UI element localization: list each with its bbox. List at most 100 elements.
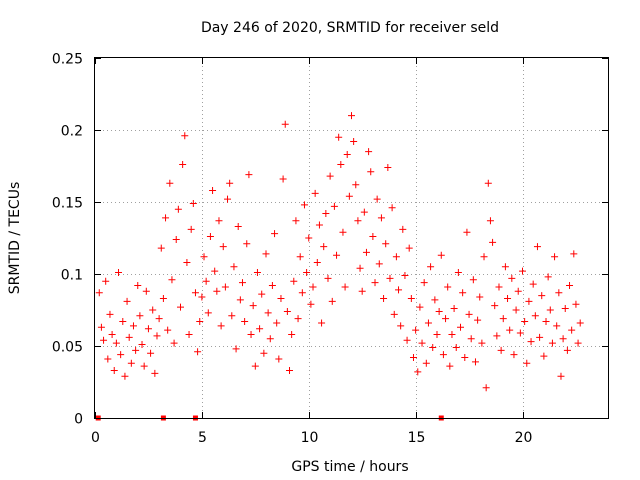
data-point: [283, 307, 291, 315]
data-point: [102, 277, 110, 285]
data-point: [138, 341, 146, 349]
data-point: [194, 348, 202, 356]
data-point: [294, 315, 302, 323]
data-point: [324, 274, 332, 282]
data-point: [519, 267, 526, 275]
data-point: [574, 339, 582, 347]
data-point: [125, 333, 133, 341]
x-tick-label: 20: [515, 430, 533, 446]
data-point: [527, 338, 535, 346]
data-point: [136, 312, 144, 320]
data-point: [129, 322, 137, 330]
data-point: [333, 251, 341, 259]
data-point: [525, 297, 533, 305]
data-point: [544, 273, 552, 281]
data-point: [403, 336, 411, 344]
data-point: [478, 339, 486, 347]
data-point: [433, 330, 441, 338]
data-point: [409, 354, 417, 362]
data-point: [243, 240, 251, 248]
data-point: [326, 172, 334, 180]
data-point: [177, 303, 184, 311]
data-point: [407, 294, 415, 302]
data-point: [179, 161, 187, 169]
data-point: [439, 351, 447, 359]
data-point: [166, 179, 174, 187]
data-point: [121, 372, 129, 380]
data-point: [215, 217, 223, 225]
data-point: [142, 287, 150, 295]
data-point: [540, 352, 548, 360]
data-point: [557, 372, 565, 380]
data-point: [499, 315, 507, 323]
data-point: [570, 250, 578, 258]
data-point: [454, 269, 462, 277]
data-point: [523, 359, 531, 367]
data-point: [452, 343, 460, 351]
data-point: [153, 332, 161, 340]
data-point: [253, 269, 261, 277]
data-point: [117, 351, 125, 359]
data-point: [350, 138, 358, 146]
data-point: [546, 306, 554, 314]
data-point: [448, 330, 456, 338]
data-point: [241, 318, 249, 326]
data-point: [553, 322, 561, 330]
data-point: [290, 277, 298, 285]
data-point: [204, 309, 212, 317]
data-point: [127, 359, 135, 367]
data-point: [258, 290, 266, 298]
data-point: [211, 267, 219, 275]
data-point: [392, 253, 400, 261]
data-point: [568, 326, 576, 334]
data-point: [516, 329, 524, 337]
data-point: [181, 132, 189, 140]
data-point: [260, 349, 268, 357]
data-point: [298, 289, 306, 297]
data-point: [328, 297, 336, 305]
data-point: [508, 274, 516, 282]
data-point: [251, 362, 259, 370]
data-point: [162, 214, 170, 222]
data-point: [563, 346, 571, 354]
data-point: [343, 150, 351, 158]
data-point: [206, 233, 214, 241]
data-point: [149, 306, 157, 314]
data-point: [286, 366, 294, 374]
data-point: [296, 253, 304, 261]
data-point: [268, 282, 276, 290]
data-point: [183, 258, 191, 266]
data-point: [238, 279, 246, 287]
data-point: [320, 243, 328, 251]
data-point: [480, 253, 488, 261]
y-axis-label: SRMTID / TECUs: [7, 182, 23, 295]
data-point: [420, 279, 428, 287]
data-point: [305, 234, 313, 242]
data-point: [467, 335, 475, 343]
data-point: [531, 312, 539, 320]
data-point: [219, 243, 227, 251]
data-point: [271, 230, 279, 238]
data-point: [358, 287, 366, 295]
data-point: [341, 283, 349, 291]
data-point: [157, 244, 165, 252]
data-point: [367, 168, 375, 176]
data-point: [463, 228, 471, 236]
data-point: [486, 217, 494, 225]
data-point: [555, 289, 563, 297]
plot-frame: [94, 57, 609, 419]
data-point: [266, 335, 274, 343]
data-point: [315, 221, 323, 229]
data-point: [459, 289, 467, 297]
data-point: [115, 269, 123, 277]
data-point: [100, 336, 108, 344]
data-point: [373, 195, 381, 203]
data-point: [401, 271, 409, 279]
y-tick-label: 0.1: [61, 268, 83, 284]
data-point: [247, 330, 255, 338]
data-point: [196, 318, 204, 326]
data-point: [168, 276, 176, 284]
y-tick-label: 0: [74, 412, 83, 428]
data-point: [446, 362, 454, 370]
data-point: [140, 362, 148, 370]
